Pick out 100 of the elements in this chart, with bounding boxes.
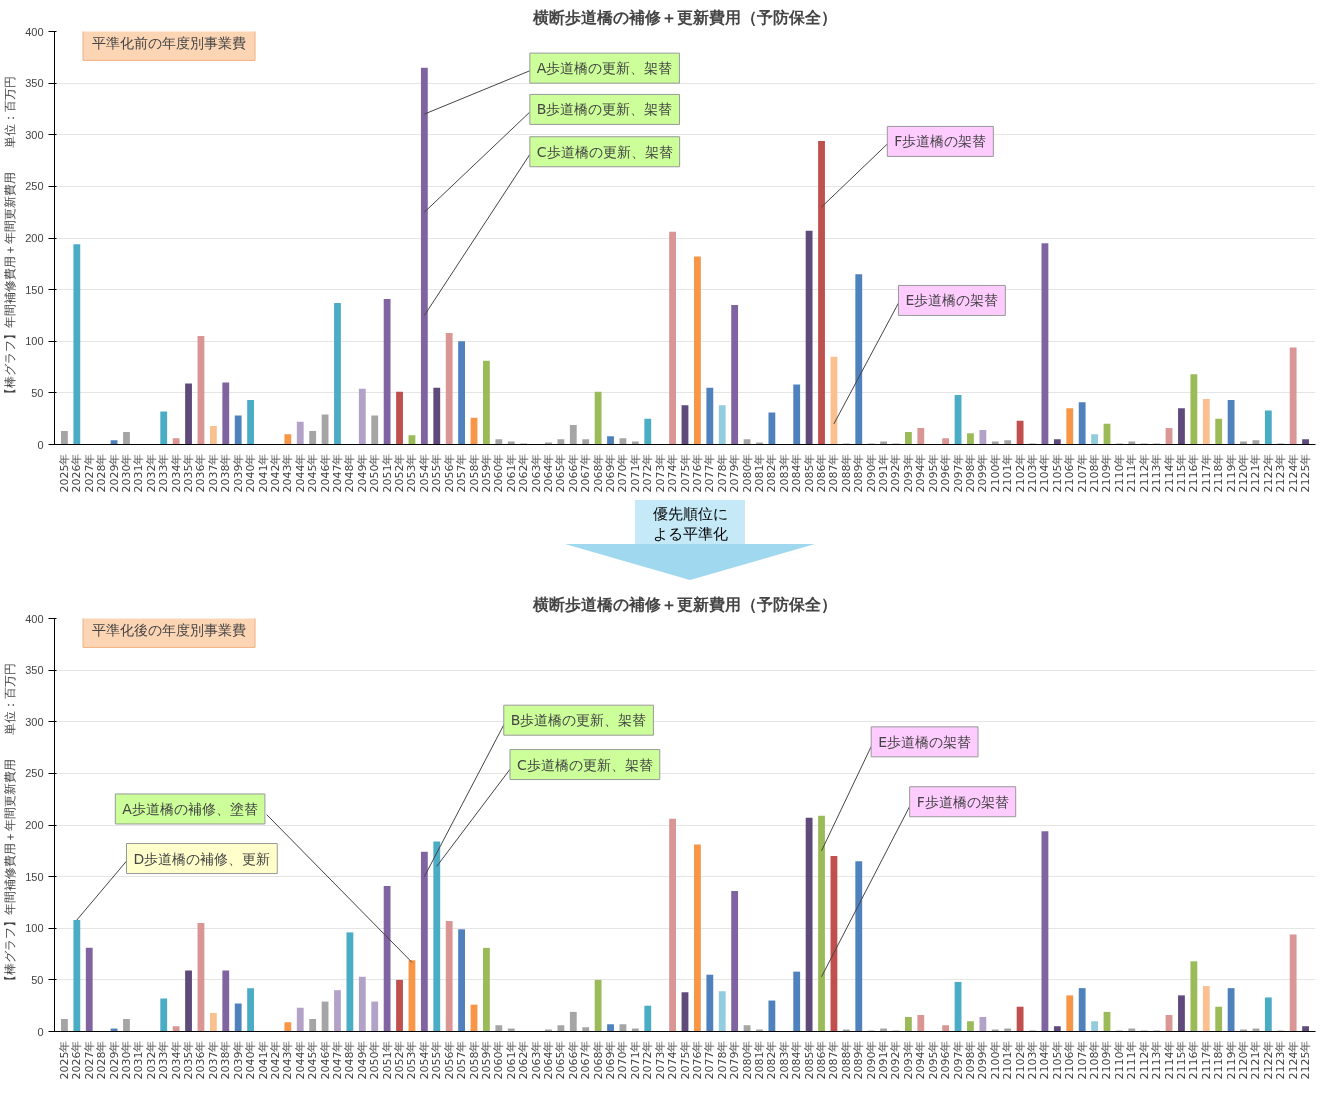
x-tick-label: 2113年 xyxy=(1150,453,1164,493)
annotation: E歩道橋の架替 xyxy=(878,733,972,750)
x-tick-label: 2068年 xyxy=(591,1040,605,1080)
x-tick-label: 2087年 xyxy=(827,1040,841,1080)
x-tick-label: 2119年 xyxy=(1224,1040,1238,1080)
x-tick-label: 2045年 xyxy=(306,453,320,493)
x-tick-label: 2102年 xyxy=(1013,1040,1027,1080)
x-tick-label: 2031年 xyxy=(132,1040,146,1080)
x-tick-label: 2051年 xyxy=(380,1040,394,1080)
x-tick-label: 2066年 xyxy=(566,453,580,493)
x-tick-label: 2031年 xyxy=(132,453,146,493)
x-tick-label: 2038年 xyxy=(219,453,233,493)
x-tick-label: 2113年 xyxy=(1150,1040,1164,1080)
annotation: C歩道橋の更新、架替 xyxy=(517,756,653,773)
x-tick-label: 2094年 xyxy=(914,1040,928,1080)
annotation: E歩道橋の架替 xyxy=(905,292,999,309)
x-tick-label: 2043年 xyxy=(281,1040,295,1080)
x-tick-label: 2098年 xyxy=(963,453,977,493)
x-tick-label: 2096年 xyxy=(939,453,953,493)
y-tick-label: 50 xyxy=(31,973,44,986)
x-tick-label: 2069年 xyxy=(604,453,618,493)
x-tick-label: 2053年 xyxy=(405,1040,419,1080)
x-tick-label: 2049年 xyxy=(355,453,369,493)
x-tick-label: 2049年 xyxy=(355,1040,369,1080)
x-tick-label: 2054年 xyxy=(417,1040,431,1080)
x-tick-label: 2061年 xyxy=(504,1040,518,1080)
x-tick-label: 2077年 xyxy=(703,453,717,493)
x-tick-label: 2065年 xyxy=(554,1040,568,1080)
annotation: F歩道橋の架替 xyxy=(916,793,1009,810)
x-tick-label: 2106年 xyxy=(1063,1040,1077,1080)
x-tick-label: 2117年 xyxy=(1199,1040,1213,1080)
x-tick-label: 2066年 xyxy=(566,1040,580,1080)
x-tick-label: 2088年 xyxy=(839,1040,853,1080)
x-tick-label: 2118年 xyxy=(1212,1040,1226,1080)
x-tick-label: 2078年 xyxy=(715,453,729,493)
x-tick-label: 2029年 xyxy=(107,453,121,493)
x-tick-label: 2093年 xyxy=(901,1040,915,1080)
text: 優先順位による平準化 xyxy=(651,504,729,544)
x-tick-label: 2079年 xyxy=(728,453,742,493)
x-tick-label: 2043年 xyxy=(281,453,295,493)
x-tick-label: 2120年 xyxy=(1237,1040,1251,1080)
x-tick-label: 2100年 xyxy=(988,1040,1002,1080)
x-tick-label: 2061年 xyxy=(504,453,518,493)
annotation: C歩道橋の更新、架替 xyxy=(536,143,673,160)
x-tick-label: 2072年 xyxy=(641,453,655,493)
x-tick-label: 2092年 xyxy=(889,453,903,493)
x-tick-label: 2063年 xyxy=(529,1040,543,1080)
x-tick-label: 2090年 xyxy=(864,1040,878,1080)
x-tick-label: 2048年 xyxy=(343,1040,357,1080)
x-tick-label: 2050年 xyxy=(368,1040,382,1080)
x-tick-label: 2102年 xyxy=(1013,453,1027,493)
x-tick-label: 2042年 xyxy=(268,453,282,493)
x-tick-label: 2037年 xyxy=(206,1040,220,1080)
x-tick-label: 2082年 xyxy=(765,453,779,493)
x-tick-label: 2078年 xyxy=(715,1040,729,1080)
x-tick-label: 2067年 xyxy=(579,453,593,493)
y-tick-label: 400 xyxy=(25,612,44,625)
x-tick-label: 2042年 xyxy=(268,1040,282,1080)
x-tick-label: 2089年 xyxy=(852,453,866,493)
x-tick-label: 2036年 xyxy=(194,453,208,493)
x-tick-label: 2025年 xyxy=(57,1040,71,1080)
x-tick-label: 2073年 xyxy=(653,453,667,493)
x-tick-label: 2026年 xyxy=(70,1040,84,1080)
x-tick-label: 2095年 xyxy=(926,453,940,493)
x-tick-label: 2099年 xyxy=(976,1040,990,1080)
x-tick-label: 2100年 xyxy=(988,453,1002,493)
y-tick-label: 150 xyxy=(25,283,44,296)
x-tick-label: 2120年 xyxy=(1237,453,1251,493)
x-tick-label: 2114年 xyxy=(1162,453,1176,493)
x-tick-label: 2105年 xyxy=(1050,453,1064,493)
x-tick-label: 2116年 xyxy=(1187,453,1201,493)
x-tick-label: 2030年 xyxy=(119,453,133,493)
x-tick-label: 2036年 xyxy=(194,1040,208,1080)
x-tick-label: 2071年 xyxy=(628,1040,642,1080)
x-tick-label: 2093年 xyxy=(901,453,915,493)
x-tick-label: 2069年 xyxy=(604,1040,618,1080)
y-tick-label: 100 xyxy=(25,922,44,935)
x-tick-label: 2123年 xyxy=(1274,453,1288,493)
x-tick-label: 2052年 xyxy=(393,1040,407,1080)
x-tick-label: 2038年 xyxy=(219,1040,233,1080)
x-tick-label: 2108年 xyxy=(1088,453,1102,493)
x-tick-label: 2077年 xyxy=(703,1040,717,1080)
x-tick-label: 2032年 xyxy=(144,453,158,493)
x-tick-label: 2068年 xyxy=(591,453,605,493)
x-tick-label: 2111年 xyxy=(1125,453,1139,493)
x-tick-label: 2081年 xyxy=(752,1040,766,1080)
x-tick-label: 2067年 xyxy=(579,1040,593,1080)
x-tick-label: 2073年 xyxy=(653,1040,667,1080)
x-tick-label: 2058年 xyxy=(467,453,481,493)
y-tick-label: 50 xyxy=(31,386,44,399)
x-tick-label: 2112年 xyxy=(1137,453,1151,493)
x-tick-label: 2071年 xyxy=(628,453,642,493)
x-tick-label: 2080年 xyxy=(740,1040,754,1080)
x-tick-label: 2114年 xyxy=(1162,1040,1176,1080)
x-tick-label: 2052年 xyxy=(393,453,407,493)
x-tick-label: 2051年 xyxy=(380,453,394,493)
x-tick-label: 2034年 xyxy=(169,453,183,493)
x-tick-label: 2057年 xyxy=(455,453,469,493)
x-tick-label: 2108年 xyxy=(1088,1040,1102,1080)
x-tick-label: 2109年 xyxy=(1100,453,1114,493)
